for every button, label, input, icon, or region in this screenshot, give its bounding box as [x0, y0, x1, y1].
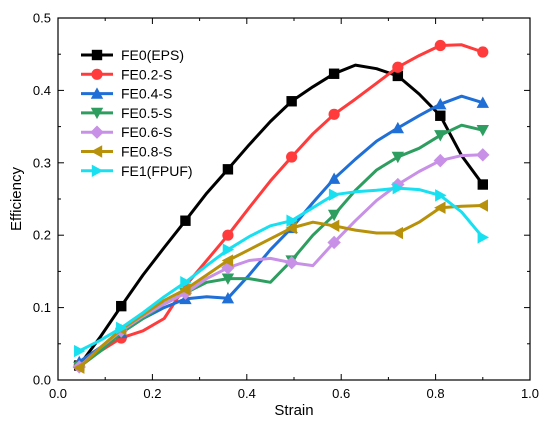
- data-point: [116, 300, 127, 312]
- data-point: [327, 219, 340, 232]
- legend-entry-0: FE0(EPS): [81, 47, 184, 63]
- data-point: [477, 179, 488, 190]
- data-point: [434, 39, 446, 52]
- legend-label: FE0.5-S: [121, 105, 172, 121]
- legend-label: FE0.8-S: [121, 144, 172, 160]
- data-point: [434, 201, 446, 214]
- data-point: [435, 110, 446, 121]
- data-point: [435, 189, 447, 202]
- data-point: [391, 121, 405, 134]
- data-point: [477, 46, 489, 58]
- data-point: [328, 188, 341, 201]
- data-point: [222, 164, 234, 175]
- series-5: [73, 199, 488, 374]
- y-tick-label: 0.1: [33, 300, 51, 315]
- series-line: [77, 204, 485, 370]
- x-tick-label: 0.6: [332, 386, 350, 401]
- data-point: [476, 125, 489, 137]
- legend-entry-4: FE0.6-S: [81, 124, 172, 140]
- x-axis-title: Strain: [274, 402, 313, 419]
- legend-label: FE0.4-S: [121, 86, 172, 102]
- legend-marker: [90, 87, 104, 99]
- data-point: [286, 151, 298, 163]
- data-point: [285, 221, 297, 235]
- data-point: [327, 235, 341, 250]
- data-point: [221, 273, 235, 285]
- x-tick-label: 0.8: [427, 386, 445, 401]
- y-tick-label: 0.4: [33, 83, 51, 98]
- data-point: [222, 243, 235, 256]
- legend-marker: [90, 145, 103, 158]
- series-line: [77, 186, 485, 353]
- data-point: [221, 254, 234, 267]
- data-point: [222, 229, 234, 241]
- series-line: [77, 123, 485, 369]
- data-point: [116, 321, 128, 335]
- data-point: [286, 214, 298, 227]
- y-tick-label: 0.0: [33, 373, 51, 388]
- data-point: [392, 61, 404, 73]
- legend: FE0(EPS) FE0.2-S FE0.4-S FE0.5-S FE0.6-S FE0.…: [81, 47, 193, 179]
- x-tick-label: 1.0: [521, 386, 539, 401]
- data-point: [328, 108, 340, 120]
- series-line: [77, 153, 485, 369]
- legend-entry-2: FE0.4-S: [81, 86, 172, 102]
- data-point: [434, 97, 447, 110]
- legend-marker: [91, 68, 103, 80]
- x-tick-label: 0.4: [238, 386, 256, 401]
- legend-marker: [90, 125, 104, 139]
- series-line: [77, 63, 485, 367]
- data-point: [477, 231, 489, 244]
- data-point: [284, 256, 299, 270]
- x-tick-label: 0.2: [143, 386, 161, 401]
- data-point: [433, 153, 448, 168]
- legend-entry-5: FE0.8-S: [81, 144, 172, 160]
- data-point: [391, 151, 405, 164]
- legend-entry-3: FE0.5-S: [81, 105, 172, 121]
- y-tick-label: 0.3: [33, 155, 51, 170]
- y-tick-label: 0.2: [33, 228, 51, 243]
- data-point: [73, 361, 85, 374]
- data-point: [392, 181, 405, 195]
- data-point: [434, 130, 447, 142]
- legend-marker: [90, 107, 104, 120]
- data-point: [328, 68, 340, 79]
- data-point: [392, 70, 404, 82]
- data-point: [179, 283, 191, 296]
- x-tick-label: 0.0: [49, 386, 67, 401]
- legend-label: FE0.6-S: [121, 124, 172, 140]
- series-6: [74, 181, 489, 358]
- series-4: [72, 148, 490, 374]
- legend-entry-1: FE0.2-S: [81, 66, 172, 82]
- data-point: [74, 344, 86, 358]
- legend-marker: [91, 164, 104, 177]
- legend-label: FE0(EPS): [121, 47, 184, 63]
- legend-entry-6: FE1(FPUF): [81, 163, 193, 179]
- y-axis-title: Efficiency: [8, 167, 25, 231]
- plot-layer: [72, 39, 490, 374]
- y-tick-label: 0.5: [33, 11, 51, 26]
- legend-label: FE1(FPUF): [121, 163, 193, 179]
- data-point: [476, 96, 489, 108]
- data-point: [286, 96, 297, 107]
- data-point: [180, 215, 191, 226]
- legend-label: FE0.2-S: [121, 66, 172, 82]
- data-point: [476, 148, 490, 162]
- data-point: [327, 172, 341, 184]
- data-point: [327, 209, 341, 222]
- data-point: [476, 199, 488, 212]
- series-line: [77, 43, 485, 367]
- data-point: [180, 276, 192, 289]
- legend-marker: [91, 49, 103, 61]
- data-point: [221, 291, 235, 304]
- data-point: [391, 226, 404, 240]
- axes-layer: 0.0 0.2 0.4 0.6 0.8 1.0 0.0 0.1 0.2 0.3 0.4 0.5 Stra…: [8, 11, 539, 420]
